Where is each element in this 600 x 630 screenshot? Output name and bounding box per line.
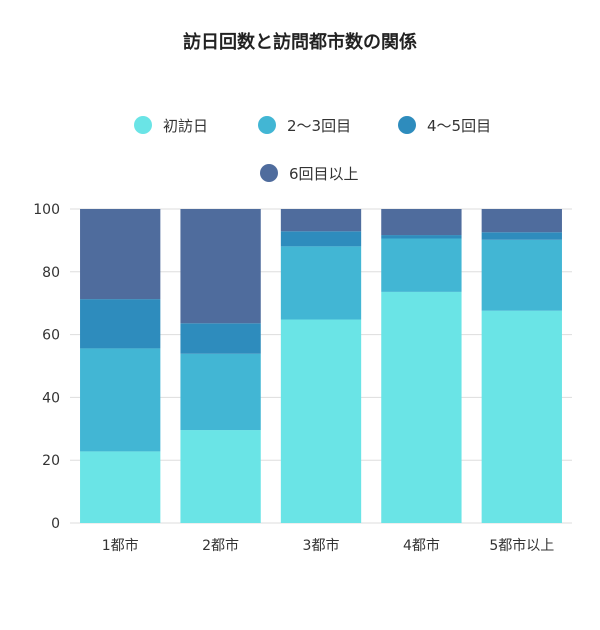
bar-segment [280,246,362,320]
bar-segment [80,209,161,300]
bar-segment [280,319,362,523]
legend-label: 6回目以上 [289,165,359,183]
bar-segment [80,348,161,452]
bar-segment [180,353,261,431]
legend-label: 4〜5回目 [427,117,491,135]
y-tick-label: 0 [51,516,60,532]
y-tick-label: 60 [42,328,60,344]
bar-segment [481,310,562,523]
bar-segment [280,231,362,247]
bar-segment [280,209,362,232]
legend-marker [258,116,276,134]
y-tick-label: 80 [42,265,60,281]
bar-segment [381,235,462,239]
x-tick-label: 1都市 [102,537,139,554]
y-tick-label: 100 [33,202,60,218]
bar-segment [481,232,562,240]
bar-segment [80,451,161,523]
x-tick-label: 4都市 [403,537,440,554]
legend-marker [134,116,152,134]
legend-label: 初訪日 [163,117,208,135]
x-tick-label: 2都市 [202,537,239,554]
bar-segment [180,430,261,523]
legend-label: 2〜3回目 [287,117,351,135]
bar-segment [180,209,261,324]
bar-segment [80,299,161,349]
y-tick-label: 40 [42,390,60,406]
bar-segment [481,239,562,311]
bar-segment [180,323,261,354]
bar-segment [381,238,462,292]
legend-marker [260,164,278,182]
bar-segment [481,209,562,233]
legend-marker [398,116,416,134]
y-tick-label: 20 [42,453,60,469]
x-tick-label: 3都市 [303,537,340,554]
bar-segment [381,209,462,236]
chart-title: 訪日回数と訪問都市数の関係 [183,32,417,53]
x-tick-label: 5都市以上 [489,537,554,554]
bar-segment [381,291,462,523]
